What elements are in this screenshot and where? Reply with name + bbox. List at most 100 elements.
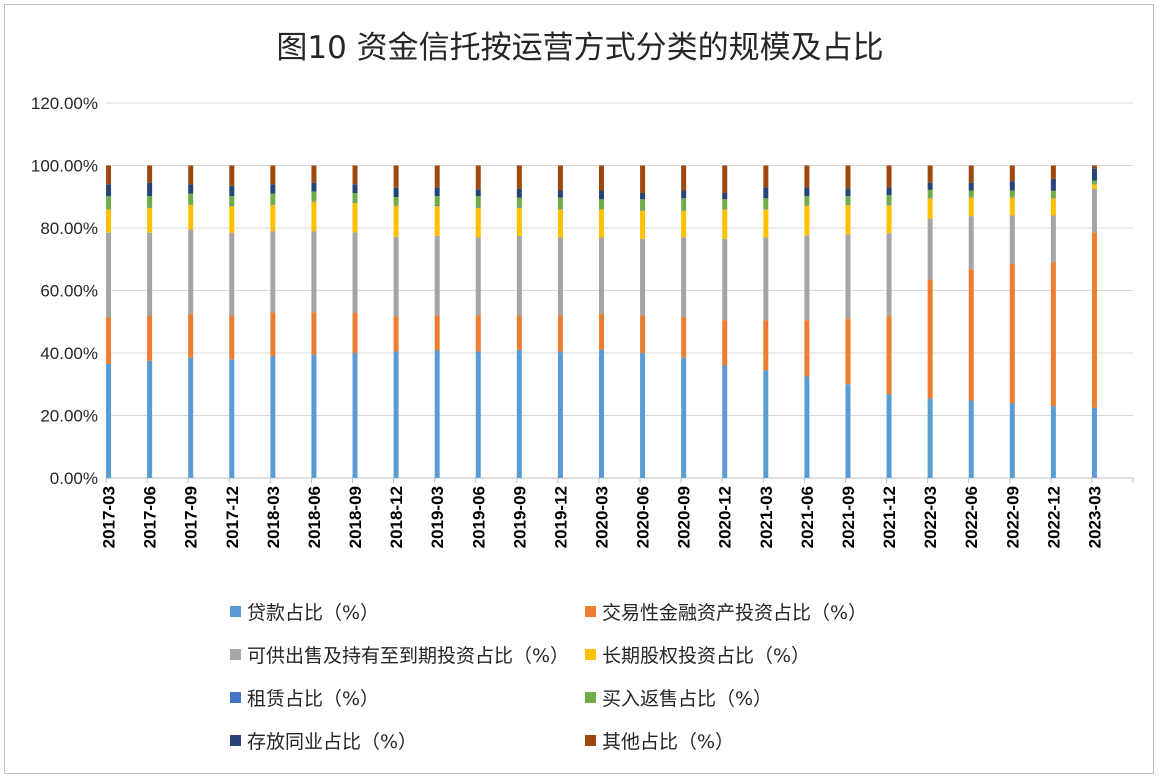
bar-segment — [188, 229, 194, 314]
bar-segment — [352, 184, 358, 193]
bar-segment — [557, 315, 563, 352]
bar-segment — [475, 207, 481, 208]
bar-segment — [886, 205, 892, 234]
chart-title: 图10 资金信托按运营方式分类的规模及占比 — [276, 30, 884, 66]
bar-segment — [434, 205, 440, 207]
legend-label: 长期股权投资占比（%） — [602, 645, 811, 667]
bar-segment — [229, 185, 235, 197]
legend-swatch — [585, 692, 596, 703]
legend-item: 长期股权投资占比（%） — [585, 641, 810, 668]
bar-segment — [147, 315, 153, 361]
bar-segment — [681, 210, 687, 211]
bar-segment — [516, 207, 522, 208]
bar-segment — [434, 165, 440, 188]
bar-segment — [640, 353, 646, 478]
bar-segment — [516, 349, 522, 478]
bar-segment — [927, 197, 933, 199]
bar-segment — [640, 165, 646, 193]
bar-segment — [516, 197, 522, 208]
bar-segment — [516, 315, 522, 350]
bar-segment — [270, 312, 276, 357]
chart-legend: 贷款占比（%） 交易性金融资产投资占比（%） 可供出售及持有至到期投资占比（%） 长期… — [0, 590, 1160, 760]
x-tick-label: 2018-09 — [346, 486, 365, 548]
legend-swatch — [230, 606, 241, 617]
bar-segment — [1009, 403, 1015, 478]
bar-segment — [1050, 198, 1056, 216]
bar-segment — [1050, 215, 1056, 263]
bar-segment — [1009, 190, 1015, 197]
bar-segment — [845, 203, 851, 205]
bar-segment — [475, 237, 481, 316]
x-tick-label: 2017-12 — [223, 486, 242, 548]
bar-segment — [845, 204, 851, 235]
bar-segment — [147, 207, 153, 233]
bar-segment — [968, 197, 974, 217]
bar-segment — [270, 231, 276, 313]
bar-segment — [557, 209, 563, 238]
bar-segment — [147, 207, 153, 208]
bar-segment — [106, 209, 112, 233]
bar-segment — [475, 189, 481, 197]
bar-segment — [188, 313, 194, 358]
bar-segment — [1091, 168, 1097, 181]
bar-segment — [393, 197, 399, 205]
bar-segment — [1091, 232, 1097, 408]
bar-segment — [845, 384, 851, 478]
bar-segment — [886, 394, 892, 478]
bar-segment — [393, 187, 399, 198]
x-tick-label: 2023-03 — [1085, 486, 1104, 548]
bar-segment — [352, 193, 358, 203]
bar-segment — [845, 318, 851, 385]
bar-segment — [927, 398, 933, 478]
bar-segment — [311, 201, 317, 232]
legend-swatch — [585, 649, 596, 660]
bar-segment — [804, 376, 810, 478]
bar-segment — [188, 165, 194, 185]
bar-segment — [845, 188, 851, 197]
x-tick-label: 2020-06 — [634, 486, 653, 548]
bar-segment — [106, 184, 112, 197]
legend-label: 其他占比（%） — [602, 731, 735, 753]
bar-segment — [927, 189, 933, 198]
bar-segment — [106, 196, 112, 209]
bar-segment — [1091, 188, 1097, 233]
bar-segment — [927, 198, 933, 219]
legend-item: 存放同业占比（%） — [230, 727, 417, 754]
bar-segment — [1091, 183, 1097, 185]
bar-segment — [106, 208, 112, 210]
bar-segment — [845, 196, 851, 204]
bar-segment — [763, 370, 769, 478]
x-tick-label: 2022-12 — [1044, 486, 1063, 548]
bar-segment — [188, 184, 194, 194]
legend-label: 贷款占比（%） — [247, 602, 380, 624]
bar-segment — [270, 356, 276, 478]
bar-segment — [1050, 178, 1056, 191]
x-tick-label: 2019-06 — [469, 486, 488, 548]
bar-segment — [722, 320, 728, 366]
x-tick-label: 2018-03 — [264, 486, 283, 548]
bar-segment — [681, 165, 687, 191]
bar-segment — [599, 237, 604, 314]
bar-segment — [681, 210, 687, 238]
bar-segment — [475, 196, 481, 208]
bar-segment — [763, 209, 769, 238]
bar-segment — [640, 210, 646, 211]
bar-segment — [1009, 165, 1015, 182]
bar-segment — [311, 182, 317, 192]
chart-frame — [4, 4, 1154, 774]
bar-segment — [722, 238, 728, 321]
bar-segment — [188, 357, 194, 478]
bar-segment — [352, 232, 358, 313]
bar-segment — [763, 198, 769, 209]
bar-segment — [106, 165, 112, 185]
x-tick-label: 2018-06 — [305, 486, 324, 548]
x-tick-label: 2021-06 — [798, 486, 817, 548]
bar-segment — [1050, 406, 1056, 478]
bar-segment — [352, 202, 358, 203]
bar-segment — [968, 216, 974, 270]
y-tick-label: 120.00% — [31, 94, 98, 113]
bar-segment — [927, 218, 933, 280]
bar-segment — [557, 237, 563, 316]
bar-segment — [804, 187, 810, 197]
bar-segment — [311, 191, 317, 201]
